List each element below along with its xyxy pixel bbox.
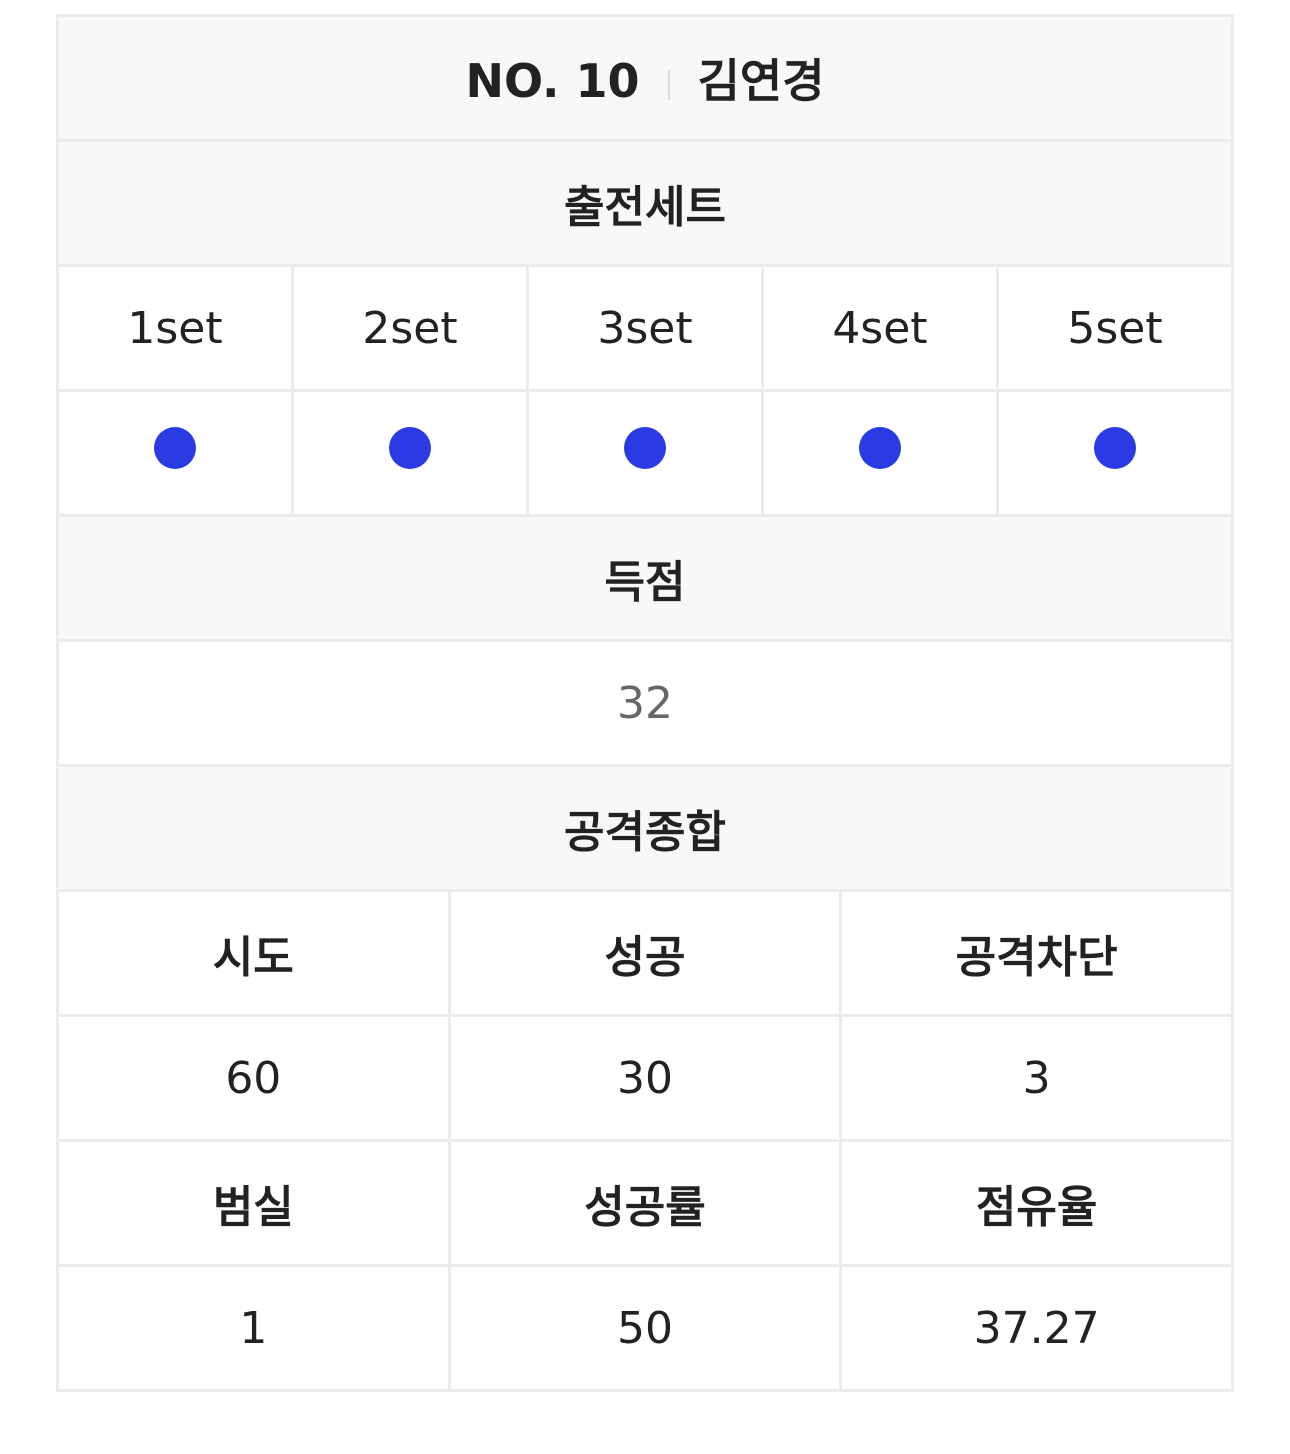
player-stats-table: NO. 10 김연경 출전세트 1set 2set 3set 4set 5set … xyxy=(56,14,1235,1392)
share-value: 37.27 xyxy=(839,1264,1234,1392)
attempts-header: 시도 xyxy=(56,889,451,1017)
errors-value: 1 xyxy=(56,1264,451,1392)
attack-value-row-2: 1 50 37.27 xyxy=(56,1264,1234,1392)
attack-header-row: 시도 성공 공격차단 xyxy=(56,889,1234,1017)
set-label: 3set xyxy=(525,264,764,392)
share-header: 점유율 xyxy=(839,1139,1234,1267)
player-number: NO. 10 xyxy=(465,54,640,108)
blocked-value: 3 xyxy=(839,1014,1234,1142)
played-dot-icon xyxy=(858,426,901,469)
divider xyxy=(667,69,670,100)
score-value: 32 xyxy=(56,639,1234,767)
player-header-row: NO. 10 김연경 xyxy=(56,14,1234,142)
played-dot-icon xyxy=(1093,426,1136,469)
blocked-header: 공격차단 xyxy=(839,889,1234,1017)
set-label: 1set xyxy=(56,264,294,392)
success-value: 30 xyxy=(447,1014,843,1142)
errors-header: 범실 xyxy=(56,1139,451,1267)
attack-value-row: 60 30 3 xyxy=(56,1014,1234,1142)
set-played-row xyxy=(56,389,1235,517)
success-header: 성공 xyxy=(447,889,843,1017)
played-dot-icon xyxy=(153,426,196,469)
set-labels-row: 1set 2set 3set 4set 5set xyxy=(56,264,1235,392)
player-name: 김연경 xyxy=(697,54,825,108)
played-dot-icon xyxy=(623,426,666,469)
score-section-title: 득점 xyxy=(56,514,1234,642)
attack-section-title: 공격종합 xyxy=(56,764,1234,892)
success-rate-value: 50 xyxy=(447,1264,843,1392)
set-label: 4set xyxy=(760,264,999,392)
set-label: 5set xyxy=(995,264,1235,392)
set-label: 2set xyxy=(290,264,529,392)
attack-header-row-2: 범실 성공률 점유율 xyxy=(56,1139,1234,1267)
attempts-value: 60 xyxy=(56,1014,451,1142)
played-dot-icon xyxy=(388,426,431,469)
player-header: NO. 10 김연경 xyxy=(56,14,1234,142)
sets-section-title: 출전세트 xyxy=(56,139,1234,267)
success-rate-header: 성공률 xyxy=(447,1139,843,1267)
